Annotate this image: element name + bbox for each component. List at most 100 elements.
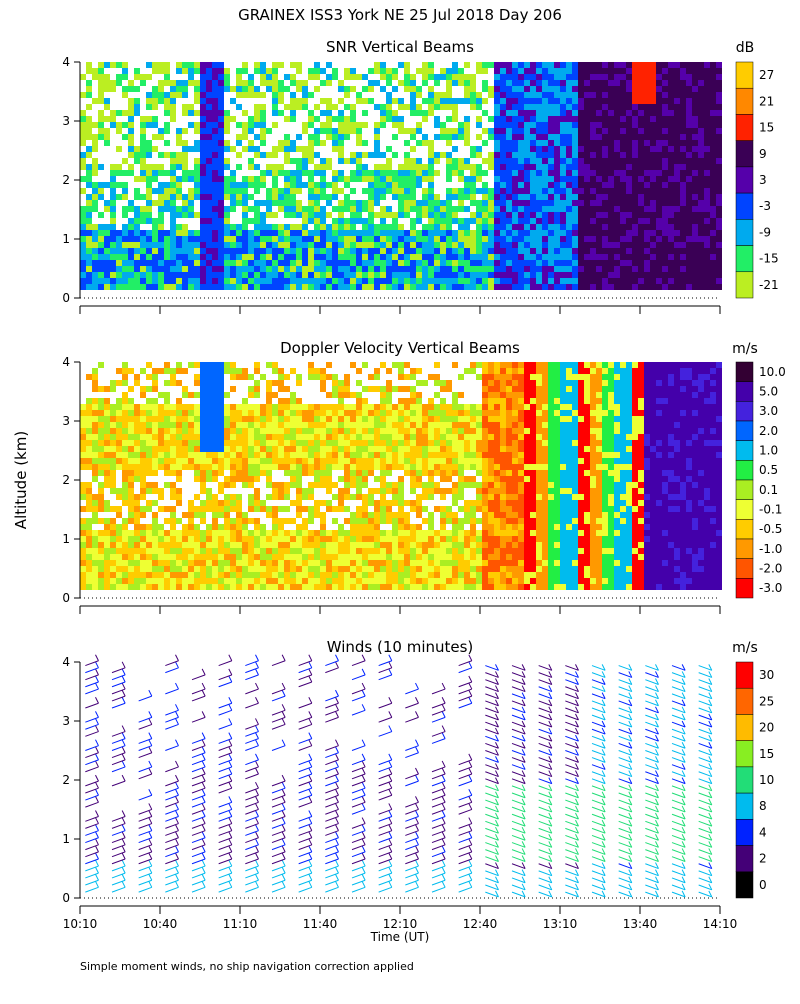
doppler-cell [116, 452, 122, 458]
snr-cell [620, 200, 626, 206]
snr-cell [302, 218, 308, 224]
snr-cell [146, 248, 152, 254]
snr-cell [464, 134, 470, 140]
doppler-cell [224, 452, 230, 458]
snr-cell [182, 272, 188, 278]
snr-cell [662, 152, 668, 158]
snr-cell [170, 254, 176, 260]
doppler-cell [332, 440, 338, 446]
snr-cell [158, 260, 164, 266]
doppler-cell [236, 494, 242, 500]
snr-cell [404, 170, 410, 176]
doppler-cell [218, 392, 224, 398]
snr-cell [560, 134, 566, 140]
snr-cell [608, 272, 614, 278]
snr-cell [650, 188, 656, 194]
snr-cell [680, 266, 686, 272]
snr-cell [692, 278, 698, 284]
snr-cell [698, 164, 704, 170]
snr-cell [302, 164, 308, 170]
doppler-cell [284, 434, 290, 440]
doppler-cell [122, 524, 128, 530]
snr-cell [320, 128, 326, 134]
doppler-cell [218, 422, 224, 428]
snr-cell [212, 98, 218, 104]
snr-cell [92, 68, 98, 74]
doppler-cell [200, 548, 206, 554]
doppler-cell [182, 434, 188, 440]
snr-cell [374, 266, 380, 272]
snr-cell [110, 80, 116, 86]
doppler-cell [176, 500, 182, 506]
snr-cell [338, 266, 344, 272]
snr-cell [662, 254, 668, 260]
snr-cell [512, 230, 518, 236]
snr-cell [512, 62, 518, 68]
snr-cell [152, 236, 158, 242]
snr-cell [494, 164, 500, 170]
snr-cell [104, 134, 110, 140]
doppler-cell [242, 554, 248, 560]
doppler-cell [272, 416, 278, 422]
snr-cell [710, 224, 716, 230]
snr-cell [542, 278, 548, 284]
doppler-cell [272, 548, 278, 554]
snr-cell [410, 146, 416, 152]
snr-cell [602, 272, 608, 278]
snr-cell [398, 212, 404, 218]
snr-cell [704, 164, 710, 170]
snr-cell [212, 272, 218, 278]
snr-cell [98, 236, 104, 242]
doppler-cell [356, 554, 362, 560]
doppler-cell [80, 422, 86, 428]
snr-cell [482, 224, 488, 230]
doppler-cell [260, 506, 266, 512]
doppler-cell [362, 476, 368, 482]
snr-cell [668, 266, 674, 272]
snr-cell [332, 140, 338, 146]
snr-cell [512, 116, 518, 122]
doppler-cell [170, 434, 176, 440]
snr-cell [560, 272, 566, 278]
snr-cell [716, 68, 722, 74]
snr-cell [590, 212, 596, 218]
doppler-cell [290, 446, 296, 452]
snr-cell [110, 272, 116, 278]
snr-cell [176, 206, 182, 212]
doppler-cell [80, 440, 86, 446]
doppler-cell [284, 554, 290, 560]
snr-cell [404, 236, 410, 242]
snr-cell [296, 278, 302, 284]
doppler-cell [338, 428, 344, 434]
doppler-cell [356, 536, 362, 542]
snr-cell [200, 104, 206, 110]
snr-cell [494, 218, 500, 224]
snr-cell [506, 68, 512, 74]
snr-cell [254, 224, 260, 230]
doppler-cell [116, 428, 122, 434]
snr-cell [518, 272, 524, 278]
snr-cell [710, 122, 716, 128]
snr-cell [650, 200, 656, 206]
doppler-cell [254, 422, 260, 428]
doppler-cell [200, 554, 206, 560]
snr-cell [692, 176, 698, 182]
doppler-cell [290, 428, 296, 434]
snr-cell [236, 248, 242, 254]
snr-cell [650, 278, 656, 284]
doppler-cell [110, 554, 116, 560]
doppler-cell [284, 548, 290, 554]
snr-cell [554, 170, 560, 176]
doppler-cell [200, 368, 206, 374]
snr-cell [662, 188, 668, 194]
snr-cell [386, 164, 392, 170]
snr-cell [176, 194, 182, 200]
snr-cell [398, 242, 404, 248]
snr-cell [656, 92, 662, 98]
snr-cell [590, 272, 596, 278]
snr-cell [182, 128, 188, 134]
doppler-cell [362, 560, 368, 566]
doppler-cell [338, 404, 344, 410]
snr-cell [542, 254, 548, 260]
snr-cell [182, 68, 188, 74]
